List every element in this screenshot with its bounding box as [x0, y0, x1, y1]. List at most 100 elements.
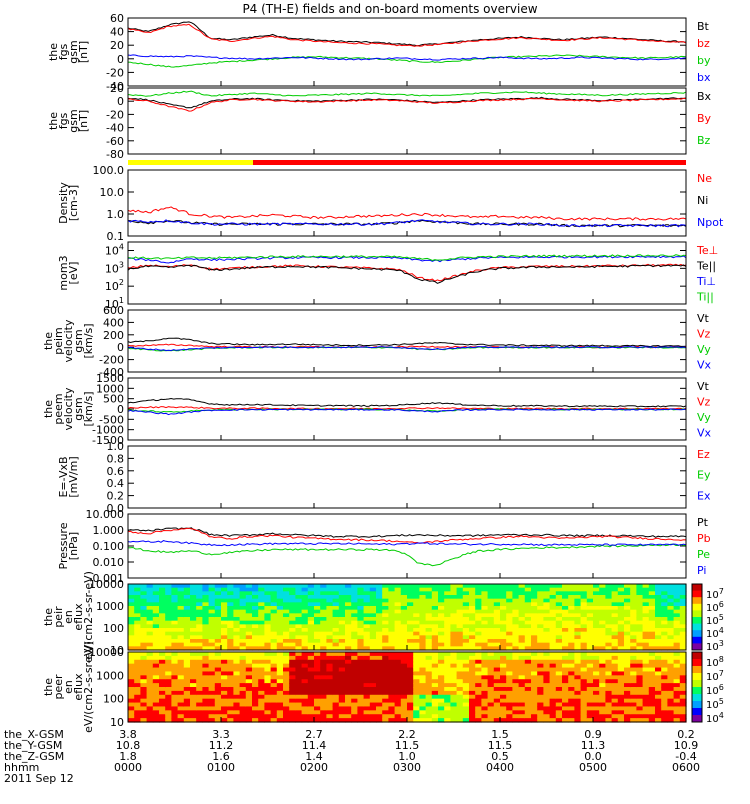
spectrogram-cell — [407, 598, 414, 603]
spectrogram-cell — [642, 584, 650, 589]
spectrogram-cell — [648, 613, 656, 618]
spectrogram-cell — [512, 591, 520, 596]
spectrogram-cell — [159, 606, 166, 611]
spectrogram-cell — [214, 683, 222, 688]
spectrogram-cell — [555, 639, 563, 644]
spectrogram-cell — [369, 652, 377, 657]
spectrogram-cell — [506, 710, 513, 715]
spectrogram-cell — [171, 646, 179, 651]
spectrogram-cell — [531, 613, 538, 618]
spectrogram-cell — [636, 587, 644, 592]
spectrogram-cell — [295, 598, 303, 603]
spectrogram-cell — [326, 609, 334, 614]
spectrogram-cell — [425, 710, 433, 715]
spectrogram-cell — [568, 667, 575, 673]
spectrogram-cell — [524, 639, 532, 644]
spectrogram-cell — [531, 683, 538, 688]
spectrogram-cell — [611, 620, 619, 625]
spectrogram-cell — [140, 591, 148, 596]
spectrogram-cell — [382, 698, 389, 704]
spectrogram-cell — [617, 675, 625, 680]
spectrogram-cell — [642, 675, 650, 680]
spectrogram-cell — [444, 675, 451, 680]
spectrogram-cell — [239, 675, 247, 680]
spectrogram-cell — [233, 624, 241, 629]
spectrogram-cell — [369, 698, 377, 704]
spectrogram-cell — [165, 698, 172, 704]
spectrogram-cell — [679, 702, 687, 708]
spectrogram-cell — [586, 591, 594, 596]
spectrogram-cell — [363, 624, 371, 629]
spectrogram-cell — [140, 706, 148, 711]
y-tick-label: 0.8 — [107, 452, 125, 465]
spectrogram-cell — [419, 690, 427, 696]
spectrogram-cell — [679, 624, 687, 629]
spectrogram-cell — [524, 694, 532, 700]
spectrogram-cell — [214, 613, 222, 618]
spectrogram-cell — [252, 667, 259, 673]
spectrogram-cell — [611, 679, 619, 684]
spectrogram-cell — [419, 642, 427, 647]
spectrogram-cell — [562, 587, 569, 592]
spectrogram-cell — [295, 655, 303, 661]
spectrogram-cell — [469, 718, 476, 723]
spectrogram-cell — [487, 606, 495, 611]
spectrogram-cell — [456, 584, 464, 589]
spectrogram-cell — [363, 631, 371, 636]
spectrogram-cell — [320, 635, 327, 640]
spectrogram-cell — [493, 718, 501, 723]
spectrogram-cell — [512, 663, 520, 669]
spectrogram-cell — [332, 617, 340, 622]
spectrogram-cell — [320, 584, 327, 589]
spectrogram-cell — [543, 624, 551, 629]
spectrogram-cell — [679, 631, 687, 636]
spectrogram-cell — [196, 617, 203, 622]
spectrogram-cell — [655, 595, 662, 600]
colorbar-frame — [691, 583, 703, 651]
spectrogram-cell — [599, 635, 606, 640]
spectrogram-cell — [444, 655, 451, 661]
y-tick-label: -80 — [106, 148, 124, 161]
spectrogram-cell — [400, 675, 408, 680]
spectrogram-cell — [438, 617, 445, 622]
spectrogram-cell — [140, 679, 148, 684]
spectrogram-cell — [270, 679, 278, 684]
spectrogram-cell — [289, 659, 296, 665]
spectrogram-cell — [487, 652, 495, 657]
spectrogram-cell — [580, 706, 588, 711]
spectrogram-cell — [196, 587, 203, 592]
x-tick-label: 0300 — [393, 761, 421, 774]
spectrogram-cell — [146, 587, 154, 592]
spectrogram-cell — [667, 639, 675, 644]
spectrogram-cell — [537, 702, 544, 708]
spectrogram-cell — [227, 635, 234, 640]
spectrogram-cell — [388, 595, 396, 600]
spectrogram-cell — [264, 617, 272, 622]
spectrogram-cell — [456, 635, 464, 640]
spectrogram-cell — [605, 706, 613, 711]
spectrogram-cell — [636, 663, 644, 669]
spectrogram-cell — [462, 655, 470, 661]
spectrogram-cell — [345, 710, 352, 715]
spectrogram-cell — [580, 635, 588, 640]
spectrogram-cell — [524, 613, 532, 618]
colorbar-tick-label: 105 — [706, 613, 724, 627]
spectrogram-cell — [679, 639, 687, 644]
spectrogram-cell — [419, 609, 427, 614]
spectrogram-cell — [462, 710, 470, 715]
spectrogram-cell — [208, 624, 216, 629]
spectrogram-cell — [493, 702, 501, 708]
spectrogram-cell — [617, 624, 625, 629]
spectrogram-cell — [462, 671, 470, 676]
spectrogram-cell — [221, 718, 228, 723]
spectrogram-cell — [431, 690, 439, 696]
spectrogram-cell — [264, 690, 272, 696]
spectrogram-cell — [450, 667, 458, 673]
spectrogram-cell — [487, 710, 495, 715]
spectrogram-cell — [500, 706, 507, 711]
spectrogram-cell — [673, 655, 681, 661]
spectrogram-cell — [574, 587, 582, 592]
legend-item: bz — [697, 37, 710, 50]
